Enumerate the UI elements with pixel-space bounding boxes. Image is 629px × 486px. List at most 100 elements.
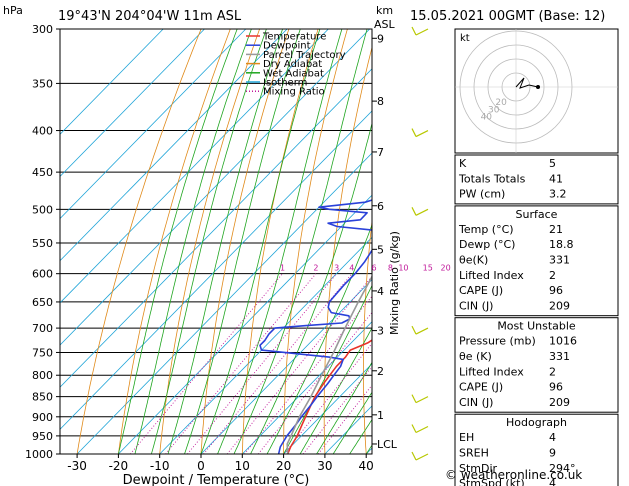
hodograph-trace [515,77,539,89]
height-tick-label: LCL [377,438,398,451]
hodograph-storm-motion [536,85,540,89]
table-value: 41 [549,172,563,185]
plot-frame [59,28,373,455]
table-key: EH [459,431,474,444]
table-key: Lifted Index [459,269,524,282]
pressure-tick-label: 400 [32,125,53,138]
mixing-ratio-label: 20 [441,264,451,273]
legend-label: Mixing Ratio [263,87,325,98]
temperature-tick-label: -20 [109,459,129,473]
wet-adiabat-line [217,29,343,454]
wet-adiabat-line [134,29,252,454]
wind-barb [415,425,429,434]
hodograph-ring-label: 20 [495,98,507,108]
mixing-ratio-line [165,273,317,454]
table-key: SREH [459,447,489,460]
wet-adiabat-line [299,327,372,454]
table-value: 2 [549,365,556,378]
legend-label: Wet Adiabat [263,68,324,79]
table-value: 1016 [549,335,577,348]
wet-adiabat-line [316,361,372,454]
legend-label: Temperature [262,32,326,43]
table-key: PW (cm) [459,188,505,201]
wind-barbs [411,26,429,461]
table-value: 209 [549,299,570,312]
mixing-ratio-label: 8 [388,264,393,273]
wet-adiabat-line [184,29,301,454]
wet-adiabat-line [118,29,238,454]
pressure-tick-label: 1000 [25,448,53,461]
wind-barb [415,208,429,216]
table-value: 3.2 [549,188,567,201]
wet-adiabat-line [332,391,372,454]
isotherm-line [200,278,372,454]
wind-barb-flag [411,128,417,137]
x-axis-title: Dewpoint / Temperature (°C) [123,473,310,486]
table-value: 4 [549,431,556,444]
table-key: StmDir [459,462,498,475]
dry-adiabat-line [323,45,372,454]
table-key: K [459,157,467,170]
table-header: Surface [516,208,558,221]
mixing-ratio-labels: 12346810152025 [280,264,465,273]
mixing-ratio-label: 3 [334,264,339,273]
table-value: 331 [549,254,570,267]
pressure-tick-label: 300 [32,23,53,36]
temperature-tick-label: 10 [235,459,250,473]
isotherm-line [60,68,372,388]
isotherm-line [283,363,372,454]
temperature-tick-label: 20 [276,459,291,473]
legend-label: Dry Adiabat [263,59,322,70]
isotherm-line [60,29,205,178]
dry-adiabat-line [118,29,231,454]
hodograph-ring-label: 30 [488,105,500,115]
pressure-tick-label: 350 [32,77,53,90]
mixing-ratio-label: 4 [349,264,354,273]
mixing-ratio-label: 6 [372,264,377,273]
series-temperature [286,339,372,454]
pressure-unit-label: hPa [3,4,23,17]
wind-barb [415,396,429,404]
mixing-ratio-line [129,273,283,454]
dry-adiabat-line [283,29,348,454]
isotherm-line [76,152,372,454]
isotherm-line [60,29,164,135]
table-key: Pressure (mb) [459,335,536,348]
wind-barb [415,28,429,36]
axis-layer: 3003504004505005506006507007508008509009… [25,23,398,473]
mixing-ratio-line [302,365,372,454]
mixing-ratio-axis-title: Mixing Ratio (g/kg) [388,231,401,335]
table-key: CAPE (J) [459,381,503,394]
isotherm-line [60,110,372,430]
height-tick-label: 2 [377,365,384,378]
temperature-tick-label: 0 [197,459,205,473]
height-tick-label: 3 [377,325,384,338]
pressure-tick-label: 650 [32,296,53,309]
pressure-tick-label: 850 [32,391,53,404]
temperature-tick-label: -30 [67,459,87,473]
datetime-label: 15.05.2021 00GMT (Base: 12) [410,9,605,24]
series-dewpoint [259,199,372,454]
temperature-tick-label: 30 [317,459,332,473]
isotherm-line [159,236,372,454]
copyright-footer: © weatheronline.co.uk [445,468,583,482]
isotherm-line [60,29,247,220]
table-key: CIN (J) [459,299,493,312]
table-value: 294° [549,462,576,475]
height-tick-label: 4 [377,285,384,298]
wet-adiabat-line [151,29,267,454]
mixing-ratio-label: 15 [423,264,433,273]
wet-adiabat-line [233,29,368,454]
height-unit-label: km [376,4,393,17]
dry-adiabat-line [362,218,372,454]
isotherm-line [60,29,288,262]
table-key: CIN (J) [459,396,493,409]
mixing-ratio-line [244,295,372,454]
temperature-tick-label: 40 [359,459,374,473]
pressure-tick-label: 550 [32,237,53,250]
table-value: 209 [549,396,570,409]
legend-label: Isotherm [263,78,307,89]
table-key: Lifted Index [459,365,524,378]
height-tick-label: 8 [377,95,384,108]
hodograph-ring-label: 40 [481,113,493,123]
